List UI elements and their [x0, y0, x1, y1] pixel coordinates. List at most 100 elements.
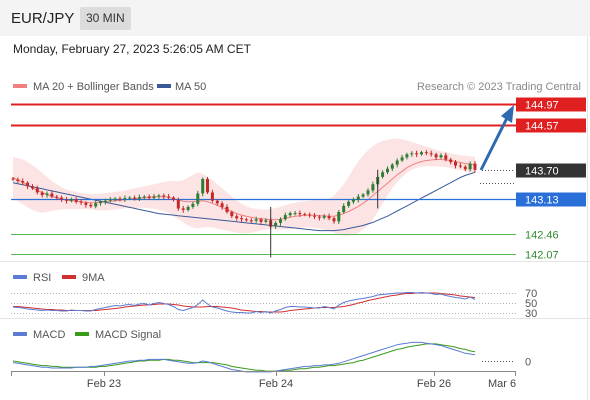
candle: [347, 200, 351, 208]
macd-zero-label: 0: [525, 357, 531, 369]
candle: [123, 195, 127, 202]
candle: [89, 202, 93, 208]
timeframe-badge[interactable]: 30 MIN: [80, 7, 131, 30]
candle: [361, 193, 365, 199]
candle: [210, 189, 214, 203]
candle: [283, 212, 287, 221]
rsi-ma-legend-swatch: [62, 275, 76, 279]
candle: [274, 221, 278, 229]
candle: [298, 210, 302, 217]
candle: [220, 201, 224, 210]
pivot-label: 143.13: [525, 195, 559, 207]
candle: [259, 217, 263, 225]
candle: [162, 193, 166, 200]
candle: [167, 194, 171, 200]
candle: [40, 190, 44, 198]
candle: [16, 177, 20, 184]
candle: [225, 204, 229, 214]
candle: [288, 211, 292, 218]
timestamp: Monday, February 27, 2023 5:26:05 AM CET: [13, 42, 251, 56]
candle: [84, 201, 88, 208]
candle: [410, 151, 414, 157]
x-tick-label: Feb 23: [87, 378, 121, 390]
candle: [468, 161, 472, 172]
support-label: 142.46: [525, 230, 559, 242]
macd-signal-legend-label: MACD Signal: [95, 329, 161, 341]
candle: [458, 163, 462, 169]
candle: [434, 152, 438, 161]
candle: [337, 210, 341, 225]
forecast-arrow-shaft: [479, 117, 509, 171]
candle: [313, 213, 316, 220]
candle: [137, 194, 141, 201]
rsi-level-label: 50: [525, 298, 537, 310]
candle: [415, 150, 419, 158]
rsi-line: [12, 291, 476, 314]
candle: [279, 217, 282, 226]
candle: [186, 205, 190, 212]
candle: [390, 163, 394, 172]
candle: [420, 150, 423, 156]
candle: [327, 213, 331, 221]
candle: [254, 216, 258, 224]
candle: [206, 177, 209, 194]
candle: [249, 218, 253, 223]
resistance-tag: [516, 97, 586, 112]
resistance-label: 144.57: [525, 121, 559, 133]
ma20-legend-label: MA 20 + Bollinger Bands: [33, 81, 154, 93]
ma20-line: [12, 159, 476, 221]
candle: [176, 197, 180, 211]
support-label: 142.07: [525, 250, 559, 262]
candle: [152, 194, 156, 201]
candle: [21, 178, 25, 185]
candle: [439, 153, 443, 159]
resistance-label: 144.97: [525, 100, 559, 112]
candle: [79, 199, 83, 206]
rsi-level-label: 30: [525, 308, 537, 320]
forecast-arrow-head: [501, 105, 514, 123]
candle: [449, 157, 453, 165]
candle: [473, 161, 477, 173]
candle: [181, 205, 185, 213]
x-tick-label: Mar 6: [488, 378, 516, 390]
candle: [69, 197, 73, 203]
x-tick-label: Feb 24: [259, 378, 293, 390]
candle: [405, 152, 409, 160]
rsi-legend-label: RSI: [33, 272, 51, 284]
candle: [128, 196, 132, 200]
candle: [356, 194, 360, 203]
candle: [103, 198, 107, 205]
macd-legend-label: MACD: [33, 329, 65, 341]
ma20-legend-swatch: [13, 84, 27, 88]
candle: [386, 166, 389, 175]
pivot-tag: [516, 192, 586, 207]
bollinger-band-fill: [13, 138, 475, 236]
candle: [444, 152, 448, 162]
macd-signal-legend-swatch: [75, 332, 89, 336]
candle: [322, 214, 326, 220]
current-price-label: 143.70: [525, 166, 559, 178]
candle: [303, 212, 307, 217]
rsi-level-label: 70: [525, 288, 537, 300]
candle: [11, 177, 15, 182]
candle: [118, 196, 122, 202]
candle: [235, 214, 239, 221]
candle: [35, 185, 39, 195]
candle: [26, 181, 30, 190]
candle: [424, 150, 428, 156]
candle: [99, 200, 102, 206]
candle: [351, 197, 355, 205]
instrument-title: EUR/JPY: [11, 10, 75, 27]
candle: [201, 177, 205, 197]
candle: [395, 158, 399, 168]
x-tick-label: Feb 26: [417, 378, 451, 390]
research-credit: Research © 2023 Trading Central: [417, 81, 581, 93]
candle: [371, 181, 375, 193]
macd-legend-swatch: [13, 332, 27, 336]
candle: [74, 197, 78, 204]
candle: [240, 215, 244, 222]
candle: [55, 195, 59, 200]
candle: [381, 170, 385, 179]
resistance-tag: [516, 118, 586, 133]
candle: [244, 217, 248, 222]
